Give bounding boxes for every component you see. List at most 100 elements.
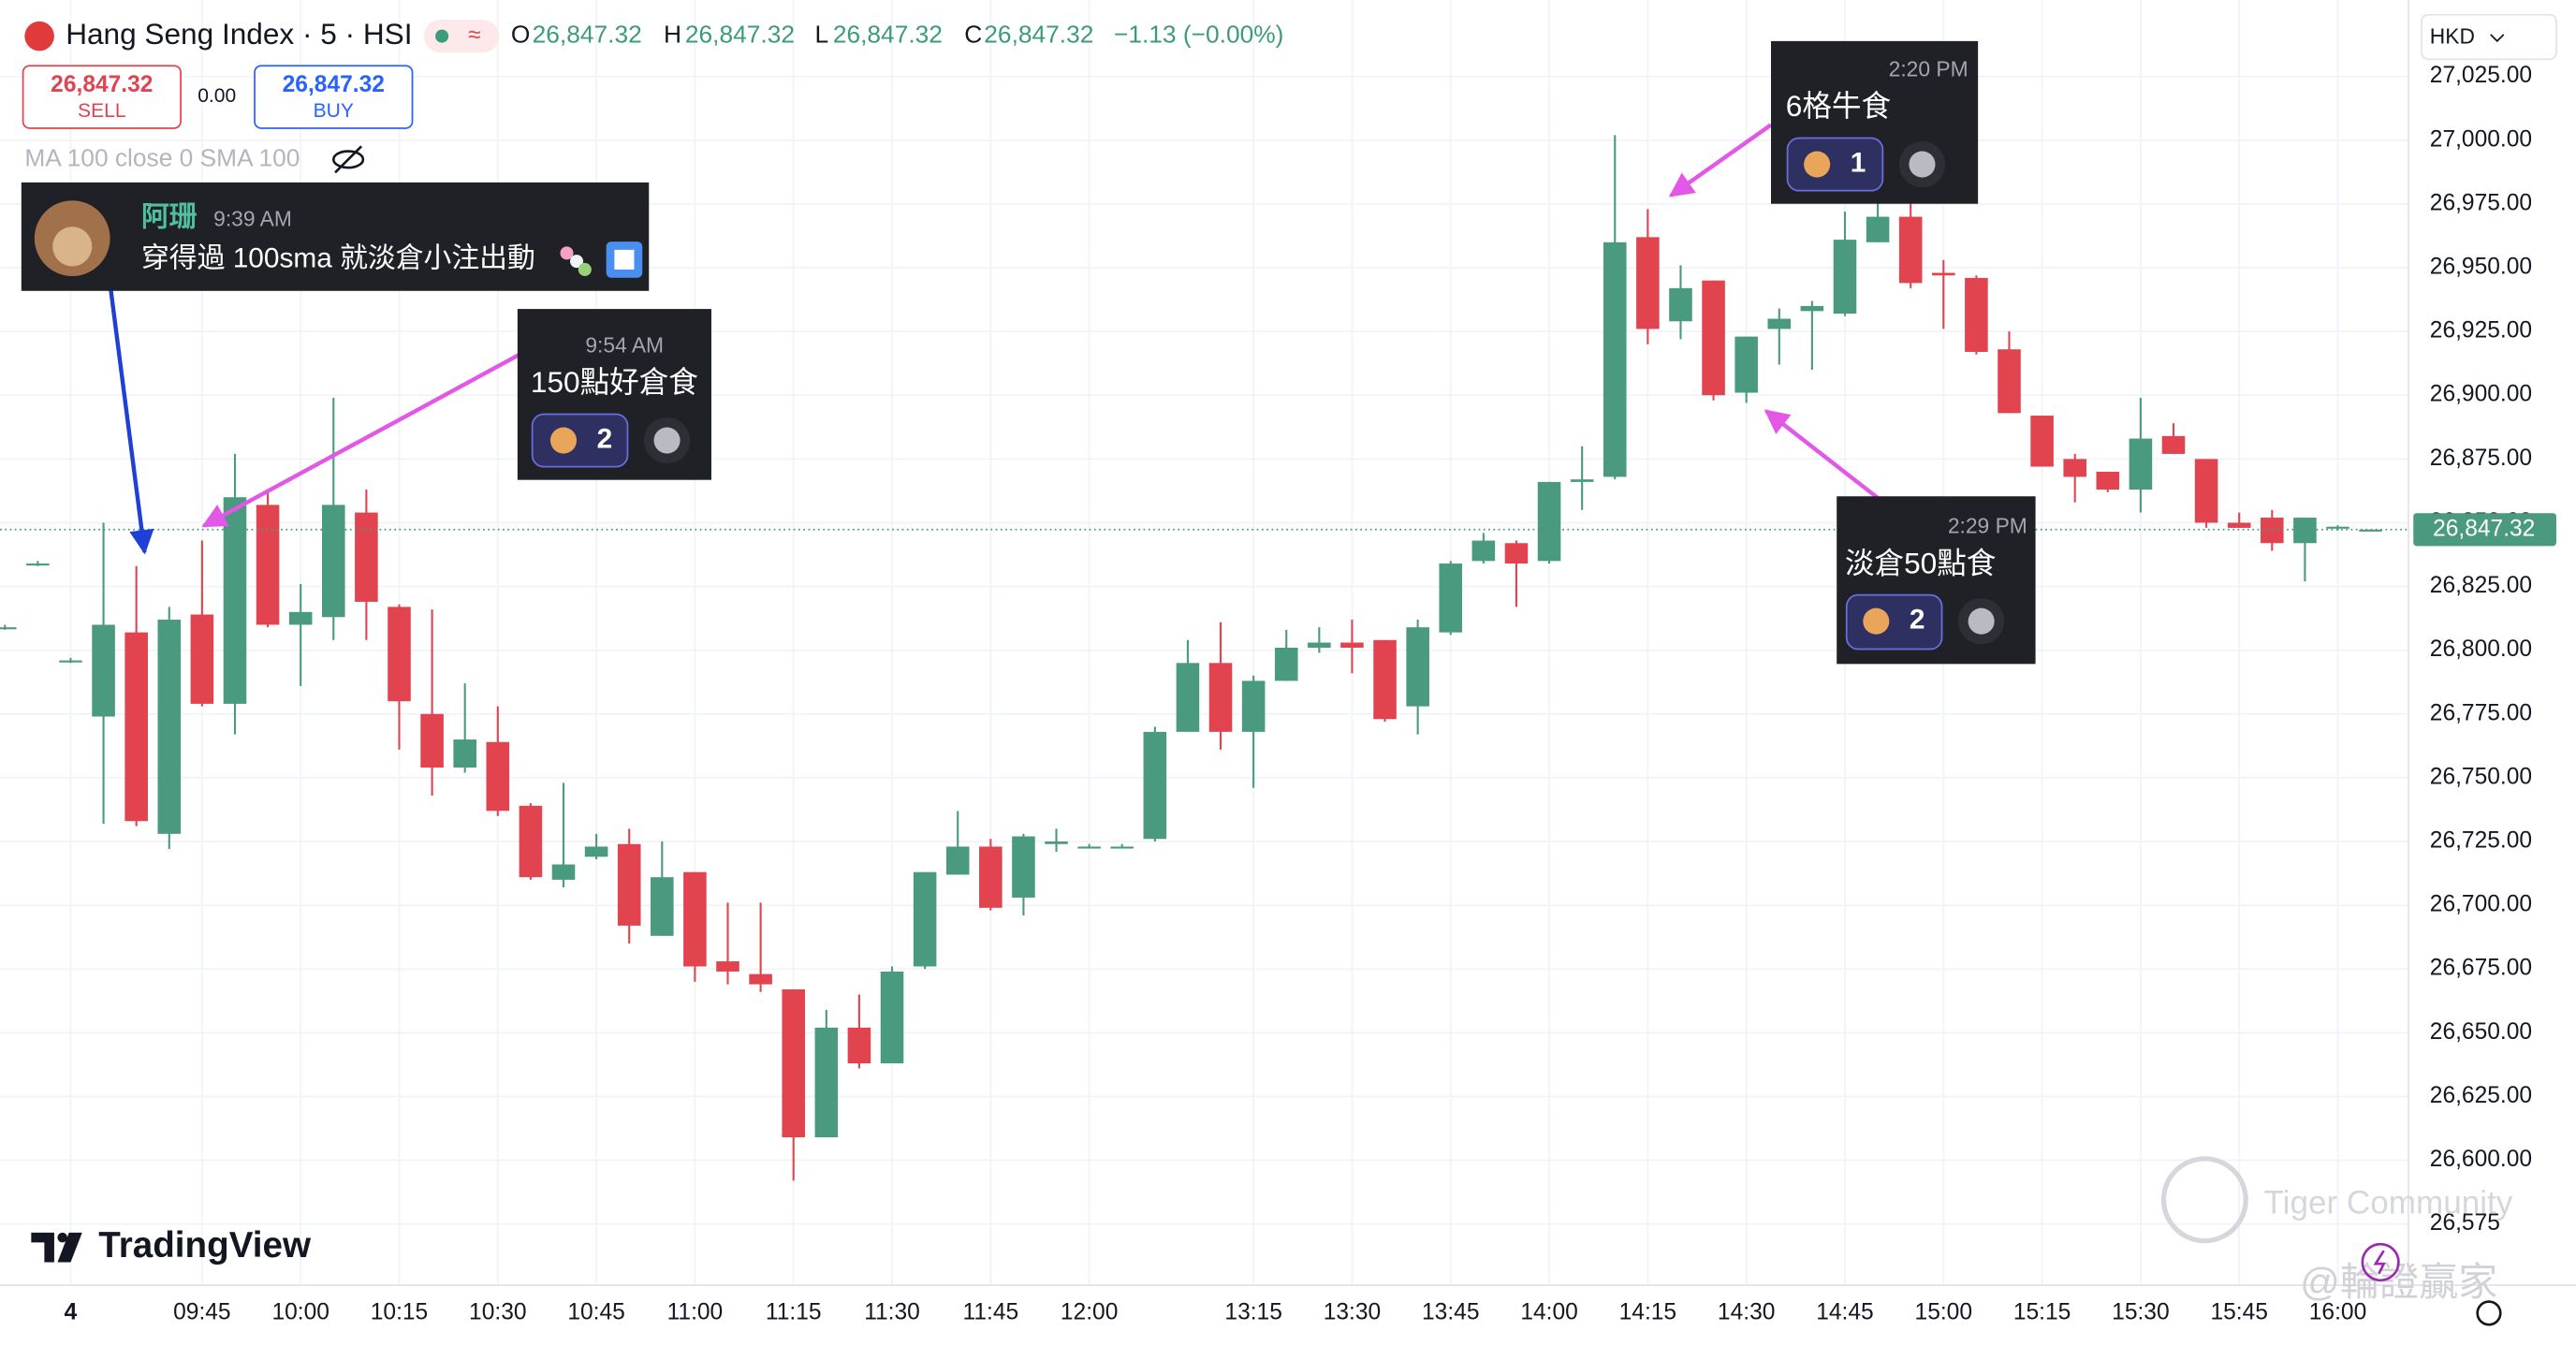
candle-body [1833,240,1857,315]
last-price-tag [2413,513,2556,547]
x-tick-label: 4 [65,1299,78,1324]
hide-icon[interactable] [331,145,365,174]
candle-body [1866,216,1890,242]
y-tick-label: 26,975.00 [2430,190,2532,215]
arrow [201,335,553,528]
candle-body [1340,642,1364,648]
x-tick-label: 13:45 [1422,1299,1479,1324]
reaction[interactable] [1786,137,1884,192]
smiley-icon [1909,151,1936,178]
candle-body [651,877,674,936]
y-tick-label: 26,650.00 [2430,1019,2532,1045]
reaction[interactable] [531,413,629,468]
y-tick-label: 26,950.00 [2430,255,2532,280]
watermark-logo [2160,1156,2248,1244]
candle-body [322,505,345,618]
candle-body [124,632,148,822]
candle-body [1274,647,1298,681]
message-time: 9:39 AM [213,206,292,230]
x-tick-label: 15:30 [2112,1299,2169,1324]
candle-body [1570,479,1594,482]
candle-body [1734,336,1758,393]
candle-body [2129,438,2153,490]
candle-body [519,805,543,878]
candle-body [814,1027,839,1138]
candle-body [913,871,937,967]
y-tick-label: 26,625.00 [2430,1083,2532,1108]
candle-body [1208,663,1233,732]
candle-body [551,864,576,880]
brand: TradingView [98,1225,312,1266]
lightning-glyph [2373,1250,2386,1275]
candle-body [716,961,739,972]
reaction-count: 2 [1910,605,1925,636]
candle-body [979,846,1003,908]
currency-select[interactable] [2421,13,2557,61]
x-tick-label: 10:15 [371,1299,428,1324]
currency: HKD [2430,23,2475,48]
candle-body [1439,563,1463,633]
legend-value: 26,847.32 [984,21,1093,49]
lightning-icon[interactable] [2361,1242,2400,1282]
x-tick-label: 15:15 [2013,1299,2071,1324]
sell-price: 26,847.32 [51,72,153,97]
candle-body [1373,639,1397,720]
candle-body [2063,459,2086,477]
candle-body [1898,216,1923,284]
candle-body [1767,318,1792,329]
change: −1.13 (−0.00%) [1114,21,1283,49]
x-tick-label: 14:15 [1619,1299,1676,1324]
candle-body [1998,349,2021,414]
spread: 0.00 [198,85,236,107]
candle-body [1471,540,1496,562]
x-tick-label: 15:45 [2210,1299,2267,1324]
legend-key: O [511,21,530,49]
settings-icon[interactable] [2476,1300,2502,1326]
sell-button[interactable] [22,65,182,129]
x-tick-label: 10:45 [567,1299,624,1324]
candle-body [2096,471,2120,490]
candle-body [2161,435,2186,454]
x-tick-label: 14:30 [1718,1299,1775,1324]
candle-body [2359,529,2382,532]
y-tick-label: 26,825.00 [2430,573,2532,598]
y-tick-label: 26,750.00 [2430,764,2532,789]
candle-body [1045,841,1068,844]
candle-body [1143,731,1167,840]
y-tick-label: 26,675.00 [2430,956,2532,981]
legend-value: 26,847.32 [685,21,795,49]
candle-body [945,846,970,875]
status-icon: ≈ [468,22,480,48]
status-pill [423,20,500,53]
candle-body [223,497,247,704]
candle-body [288,611,313,625]
y-tick-label: 26,925.00 [2430,318,2532,344]
buy-button[interactable] [254,65,414,129]
candle-body [355,512,378,602]
message-text: 淡倉50點食 [1845,546,1996,579]
candle-body [617,843,641,926]
candle-body [1077,846,1101,849]
legend-value: 26,847.32 [533,21,642,49]
candle-body [59,660,82,663]
candle-body [880,971,904,1064]
arrow [1668,123,1773,198]
reaction[interactable] [1845,593,1943,651]
candle-body [2227,522,2251,528]
sell-label: SELL [78,100,125,122]
candle-body [1932,272,1955,276]
candle-body [0,627,17,630]
last-price-label: 26,847.32 [2433,516,2535,541]
candle-body [1702,280,1725,396]
reaction-emoji [549,427,578,454]
candle-body [1965,277,1988,352]
candle-body [453,739,476,768]
emoji [560,246,592,276]
x-tick-label: 10:30 [469,1299,526,1324]
reaction-count: 1 [1851,147,1866,178]
y-tick-label: 26,575 [2430,1210,2500,1236]
message-author: 阿珊 [141,201,198,232]
reaction-emoji [1804,151,1831,178]
message-time: 2:20 PM [1889,57,1969,81]
candle-body [256,505,280,625]
